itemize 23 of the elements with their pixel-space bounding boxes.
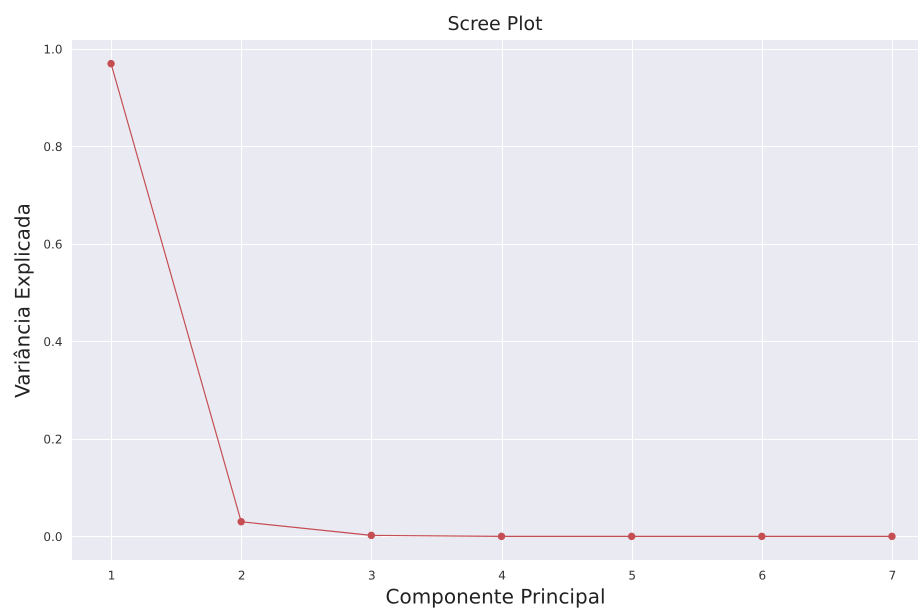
point (237, 518, 245, 526)
x-tick-label: 2 (238, 568, 246, 582)
y-tick-label: 0.2 (43, 432, 62, 446)
y-tick-label: 1.0 (43, 42, 62, 57)
x-tick-label: 3 (368, 568, 376, 582)
x-tick-label: 7 (888, 568, 896, 582)
point (888, 532, 896, 540)
y-tick-label: 0.6 (43, 237, 62, 252)
x-tick-label: 6 (758, 568, 766, 582)
x-tick-label: 4 (498, 568, 506, 582)
point (628, 532, 636, 540)
x-tick-label: 5 (628, 568, 636, 582)
point (368, 532, 376, 540)
y-tick-label: 0.4 (43, 334, 62, 349)
point (107, 60, 115, 68)
x-axis-title: Componente Principal (386, 584, 606, 608)
chart-title: Scree Plot (447, 13, 543, 35)
y-tick-label: 0.0 (43, 530, 62, 544)
point (758, 532, 766, 540)
y-tick-label: 0.8 (43, 140, 62, 154)
x-tick-label: 1 (108, 568, 116, 582)
y-axis-title: Variância Explicada (10, 203, 34, 398)
point (498, 532, 506, 540)
